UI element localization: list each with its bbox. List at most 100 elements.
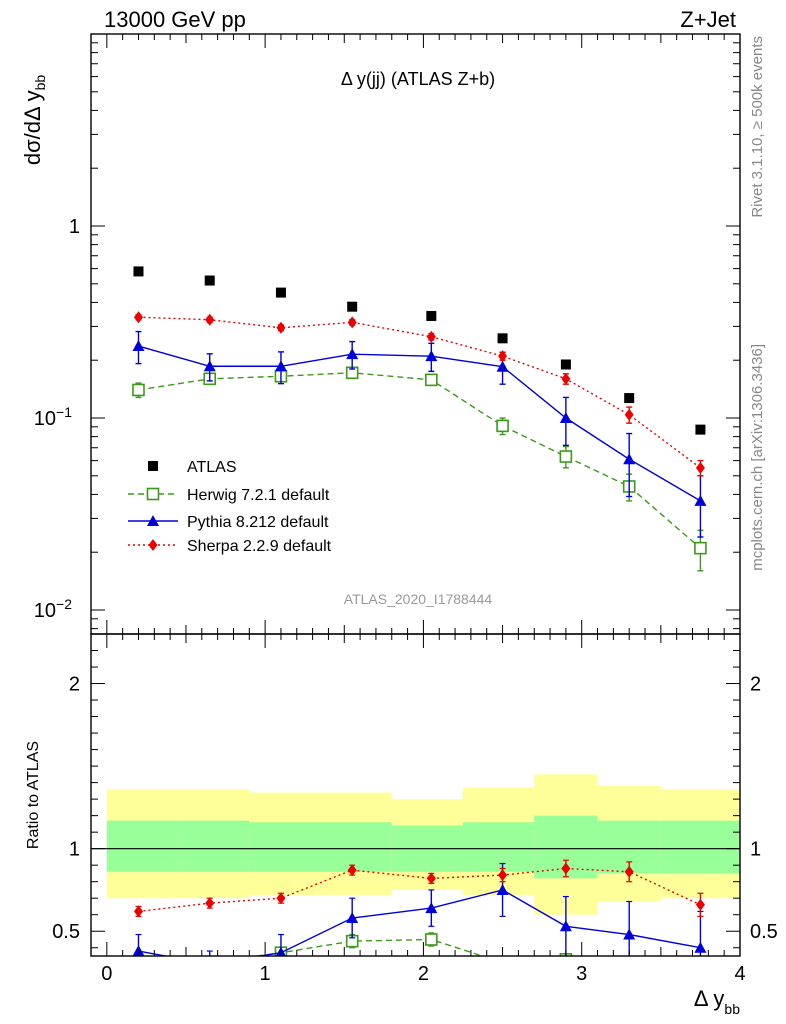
process-label: Z+Jet: [680, 7, 736, 32]
legend-label: ATLAS: [187, 459, 237, 476]
ratio-point-pythia: [559, 920, 572, 932]
ratio-point-pythia: [623, 928, 636, 940]
legend: ATLAS Herwig 7.2.1 default Pythia 8.212 de…: [128, 459, 332, 555]
x-tick-label: 4: [734, 963, 745, 985]
data-point-sherpa: [426, 330, 436, 343]
tick-exponent: −2: [56, 596, 72, 612]
ratio-point-sherpa: [205, 897, 215, 910]
ratio-y-tick-label: 2: [69, 674, 80, 696]
ratio-band-inner: [320, 822, 392, 872]
ratio-point-herwig: [497, 957, 508, 968]
ratio-point-herwig: [133, 969, 144, 980]
data-point-atlas: [426, 310, 437, 321]
ratio-y-tick-label: 0.5: [52, 921, 80, 943]
x-axis-title: Δ ybb: [694, 986, 740, 1017]
ratio-point-sherpa: [561, 862, 571, 875]
ratio-band-inner: [462, 822, 535, 872]
data-point-atlas: [624, 393, 635, 404]
tick-base: 10: [34, 408, 56, 430]
ratio-y-tick-label: 1: [69, 839, 80, 861]
ratio-series-clipped: [132, 859, 707, 980]
data-point-pythia: [496, 360, 509, 372]
tick-exponent: −1: [56, 404, 72, 420]
data-point-herwig: [132, 383, 145, 397]
data-point-sherpa: [133, 311, 143, 324]
tick-base: 10: [34, 600, 56, 622]
legend-marker: [147, 515, 159, 526]
ratio-series-pythia: [132, 862, 707, 969]
data-point-herwig: [694, 541, 707, 555]
data-point-sherpa: [205, 313, 215, 326]
series-line-sherpa: [138, 316, 701, 469]
ratio-point-pythia: [346, 912, 359, 924]
plot-title: Δ y(jj) (ATLAS Z+b): [341, 69, 495, 89]
ratio-frame: [90, 633, 741, 957]
ratio-point-sherpa: [498, 869, 508, 882]
data-point-pythia: [559, 412, 572, 424]
series-pythia: [132, 330, 707, 538]
ratio-point-pythia: [694, 941, 707, 953]
data-point-sherpa: [695, 461, 705, 474]
data-point-herwig: [559, 450, 573, 463]
analysis-tag: ATLAS_2020_I1788444: [344, 591, 493, 607]
series-line-pythia: [138, 345, 701, 502]
main-series-clipped: [132, 266, 707, 572]
data-point-atlas: [560, 359, 571, 370]
data-point-atlas: [133, 266, 144, 277]
legend-entry-herwig: Herwig 7.2.1 default: [128, 487, 330, 504]
ratio-y-axis-title: Ratio to ATLAS: [25, 741, 42, 849]
ratio-point-herwig: [204, 957, 215, 968]
main-y-tick-label: 10−1: [34, 404, 72, 430]
data-point-herwig: [496, 419, 509, 433]
data-point-pythia: [203, 360, 216, 372]
ratio-point-herwig: [695, 969, 706, 980]
ratio-point-sherpa: [695, 898, 705, 911]
ratio-point-pythia: [425, 902, 438, 914]
x-tick-label: 0: [101, 963, 112, 985]
data-point-herwig: [425, 373, 438, 387]
data-point-pythia: [623, 453, 636, 465]
ratio-panel-series: [132, 859, 707, 980]
legend-entry-sherpa: Sherpa 2.2.9 default: [128, 538, 332, 555]
x-tick-label: 2: [418, 963, 429, 985]
rivet-version-label: Rivet 3.1.10, ≥ 500k events: [749, 36, 766, 218]
data-point-pythia: [274, 360, 287, 372]
data-point-atlas: [204, 275, 215, 286]
x-tick-label: 1: [260, 963, 271, 985]
legend-label: Pythia 8.212 default: [187, 514, 329, 531]
ratio-band-inner: [249, 822, 321, 872]
data-point-pythia: [132, 340, 145, 352]
ratio-point-sherpa: [624, 865, 634, 878]
ratio-point-sherpa: [347, 864, 357, 877]
series-atlas: [133, 266, 706, 435]
ratio-uncertainty-bands: [91, 774, 740, 915]
ratio-point-sherpa: [426, 872, 436, 885]
series-sherpa: [133, 311, 705, 477]
legend-entry-atlas: ATLAS: [148, 459, 237, 476]
ratio-y-tick-label-right: 0.5: [750, 921, 778, 943]
data-point-pythia: [694, 494, 707, 506]
data-point-sherpa: [624, 408, 634, 421]
x-tick-label: 3: [576, 963, 587, 985]
svg-text:dσ/dΔ ybb: dσ/dΔ ybb: [20, 75, 48, 166]
data-point-sherpa: [347, 316, 357, 329]
ratio-point-pythia: [204, 958, 216, 969]
legend-label: Sherpa 2.2.9 default: [187, 538, 332, 555]
data-point-sherpa: [561, 372, 571, 385]
main-panel-series: [132, 266, 707, 572]
ratio-series-sherpa: [133, 859, 705, 918]
ratio-point-sherpa: [276, 892, 286, 905]
data-point-sherpa: [498, 350, 508, 363]
data-point-atlas: [497, 333, 508, 344]
mcplots-source-label: mcplots.cern.ch [arXiv:1306.3436]: [749, 344, 766, 571]
data-point-sherpa: [276, 321, 286, 334]
ratio-point-herwig: [624, 957, 635, 968]
ratio-point-herwig: [425, 933, 438, 946]
ratio-band-inner: [106, 820, 179, 872]
main-y-tick-label: 10−2: [34, 596, 72, 622]
ratio-band-inner: [660, 820, 740, 874]
data-point-atlas: [347, 301, 358, 312]
legend-marker: [146, 487, 160, 501]
main-y-axis-title: dσ/dΔ ybb: [20, 75, 48, 166]
